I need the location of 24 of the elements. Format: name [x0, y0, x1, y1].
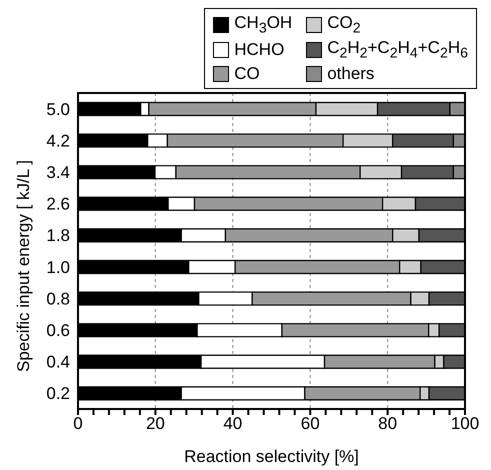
x-tick-label: 0	[73, 414, 83, 433]
y-tick-label: 4.2	[46, 131, 70, 150]
y-tick-label: 0.4	[46, 352, 70, 372]
legend-label: CH$_{3}$OH	[234, 13, 292, 36]
x-tick-label: 20	[146, 414, 165, 433]
y-tick-label: 2.6	[46, 194, 70, 214]
legend-label: CO	[234, 64, 260, 84]
y-tick-label: 1.0	[46, 258, 70, 277]
y-tick-label: 3.4	[46, 162, 70, 182]
y-tick-label: 1.8	[46, 226, 70, 246]
x-tick-label: 60	[300, 414, 320, 433]
y-tick-label: 5.0	[46, 100, 70, 119]
y-tick-label: 0.8	[46, 289, 70, 308]
y-axis-title: Specific input energy [ kJ/L ]	[14, 160, 34, 372]
x-axis-title: Reaction selectivity [%]	[183, 446, 360, 467]
y-tick-label: 0.6	[46, 320, 70, 340]
y-tick-label: 0.2	[46, 384, 70, 404]
x-tick-label: 100	[450, 414, 480, 433]
legend-label: HCHO	[234, 40, 284, 60]
legend-label: others	[327, 64, 374, 84]
x-tick-label: 80	[378, 414, 398, 433]
x-tick-label: 40	[223, 414, 242, 433]
legend-label: CO$_{2}$	[327, 13, 361, 36]
text: C$_{2}$H$_{2}$+C$_{2}$H$_{4}$+C$_{2}$H$_{6}$	[327, 38, 468, 62]
